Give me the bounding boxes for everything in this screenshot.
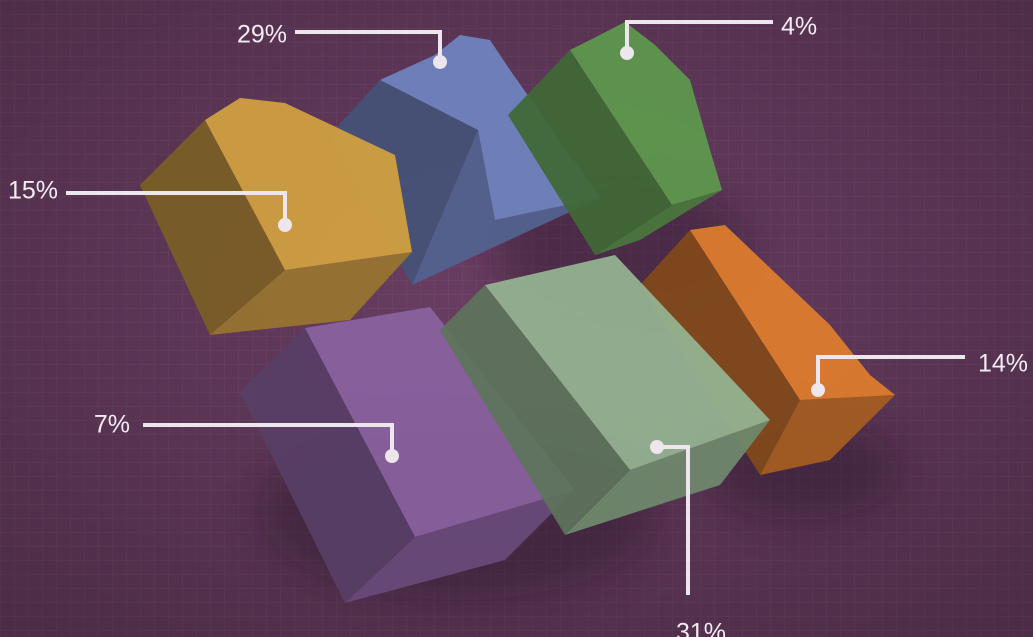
slice-face-0-1 (412, 130, 600, 285)
leader-line-1 (625, 20, 773, 53)
slice-face-5-1 (565, 420, 770, 535)
slice-labels: 29% 4% 15% 14% 7% 31% (8, 13, 1028, 637)
leader-lines (66, 20, 965, 595)
slice-face-2-2 (205, 98, 412, 270)
slice-face-1-0 (508, 50, 672, 255)
slice-block-4-pct (508, 22, 722, 255)
slice-face-4-2 (305, 307, 575, 537)
slice-label-2: 15% (8, 177, 58, 205)
leader-line-0 (295, 30, 442, 62)
slice-block-15-pct (140, 98, 412, 335)
slice-face-5-2 (485, 255, 770, 470)
slice-face-3-1 (760, 395, 895, 475)
slice-label-1: 4% (781, 13, 817, 41)
slice-face-2-0 (140, 120, 285, 335)
slice-block-31-pct (440, 255, 770, 535)
leader-dot-0 (433, 55, 447, 69)
slice-face-4-0 (240, 328, 415, 603)
pie-slices (140, 22, 895, 603)
leader-dot-4 (385, 449, 399, 463)
leader-dot-3 (811, 383, 825, 397)
leader-dot-5 (650, 440, 664, 454)
slice-face-5-0 (440, 285, 630, 535)
leader-dot-1 (620, 46, 634, 60)
slice-face-1-2 (570, 22, 722, 205)
slice-label-5: 31% (676, 619, 726, 637)
slice-label-3: 14% (978, 350, 1028, 378)
slice-face-2-1 (210, 252, 412, 335)
slice-face-4-1 (345, 490, 575, 603)
slice-label-0: 29% (237, 21, 287, 49)
leader-line-3 (816, 355, 965, 390)
leader-dot-2 (278, 218, 292, 232)
slice-block-7-pct (240, 307, 575, 603)
slice-label-4: 7% (94, 411, 130, 439)
slice-face-0-0 (330, 80, 478, 285)
slice-face-1-1 (595, 190, 722, 255)
leader-line-4 (143, 423, 394, 456)
leader-line-5 (657, 445, 690, 595)
leader-line-2 (66, 191, 287, 225)
